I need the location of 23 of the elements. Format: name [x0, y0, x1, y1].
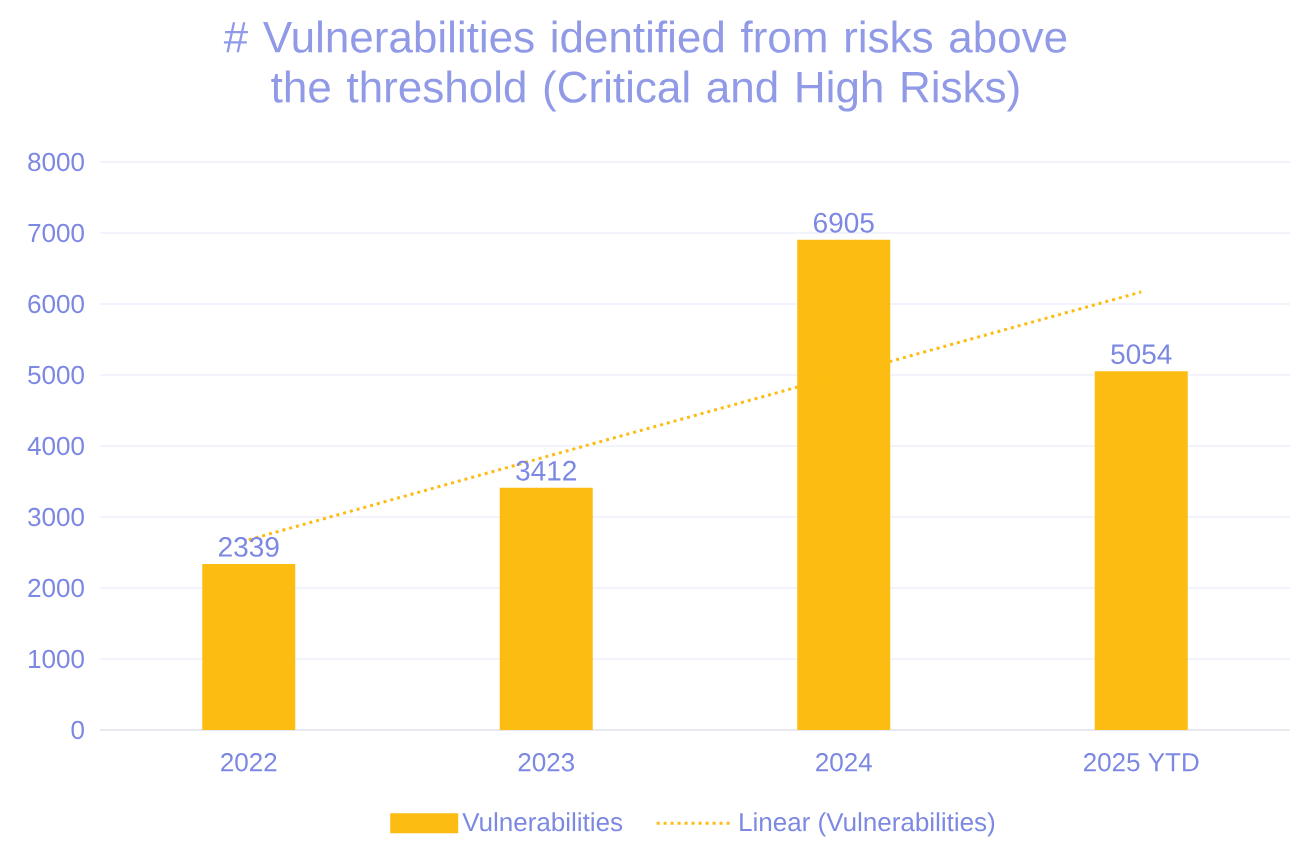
y-tick-label: 1000: [29, 649, 84, 669]
bar: [1094, 371, 1188, 730]
data-label: 3412: [516, 460, 576, 481]
bar: [202, 563, 296, 730]
y-tick-label: 5000: [28, 365, 84, 385]
legend-label: Vulnerabilities: [462, 812, 623, 832]
data-label: 5054: [1111, 344, 1172, 365]
y-tick-label: 7000: [28, 223, 84, 243]
y-tick-label: 0: [71, 720, 84, 740]
data-label: 6905: [814, 212, 874, 233]
y-tick-label: 4000: [27, 436, 84, 456]
chart-title: # Vulnerabilities identified from risks above the threshold (Critical and High Risks): [223, 20, 1067, 112]
x-tick-label: 2022: [221, 753, 277, 772]
legend-label: Linear (Vulnerabilities): [740, 812, 995, 837]
bar: [499, 487, 593, 730]
x-tick-label: 2023: [518, 753, 575, 772]
y-tick-label: 6000: [28, 294, 84, 314]
y-tick-label: 8000: [28, 152, 84, 172]
data-label: 2339: [219, 537, 279, 557]
x-tick-label: 2025 YTD: [1084, 753, 1199, 772]
y-tick-label: 3000: [28, 507, 84, 527]
x-tick-label: 2024: [816, 753, 872, 772]
y-tick-label: 2000: [28, 578, 84, 598]
